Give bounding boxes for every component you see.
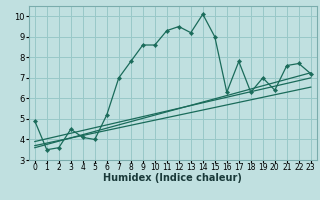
X-axis label: Humidex (Indice chaleur): Humidex (Indice chaleur) — [103, 173, 242, 183]
